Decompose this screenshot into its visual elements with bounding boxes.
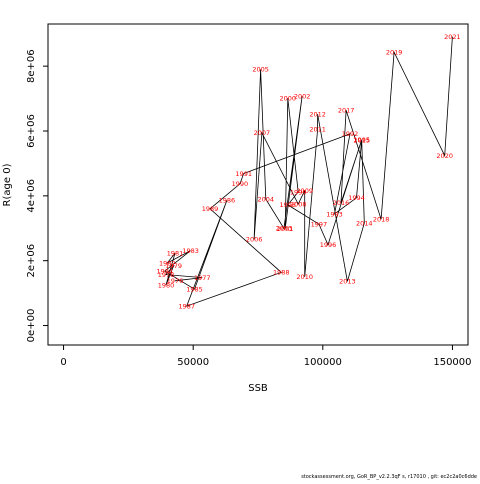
point-label-2019: 2019 xyxy=(386,49,403,57)
point-label-1999: 1999 xyxy=(290,188,307,196)
point-label-2001: 2001 xyxy=(277,225,294,233)
point-label-2018: 2018 xyxy=(373,216,390,224)
series-layer xyxy=(164,36,453,307)
point-label-2002: 2002 xyxy=(294,93,311,101)
point-label-2009: 2009 xyxy=(296,187,313,195)
point-label-1989: 1989 xyxy=(202,205,219,213)
y-tick-label: 8e+06 xyxy=(26,49,37,83)
x-tick-label: 150000 xyxy=(433,357,471,368)
point-label-2015: 2015 xyxy=(353,136,370,144)
sr-trajectory-line xyxy=(164,36,453,307)
point-label-1986: 1986 xyxy=(219,197,236,205)
x-axis-title: SSB xyxy=(248,383,268,394)
point-label-1994: 1994 xyxy=(348,194,365,202)
footer-credit: stockassessment.org, GoR_BP_v2.2.3qF s, … xyxy=(301,474,477,480)
point-label-1981: 1981 xyxy=(167,250,184,258)
point-label-2021: 2021 xyxy=(444,33,461,41)
point-label-2007: 2007 xyxy=(254,129,271,137)
point-label-2003: 2003 xyxy=(276,225,293,233)
point-label-1993: 1993 xyxy=(326,210,343,218)
point-label-2014: 2014 xyxy=(356,219,373,227)
point-label-2000: 2000 xyxy=(280,95,297,103)
point-label-1980: 1980 xyxy=(158,281,175,289)
x-tick-label: 100000 xyxy=(304,357,342,368)
point-label-1977: 1977 xyxy=(194,274,211,282)
point-label-2012: 2012 xyxy=(309,110,326,118)
point-label-2011: 2011 xyxy=(309,126,326,134)
point-label-1991: 1991 xyxy=(235,170,252,178)
plot-frame xyxy=(47,23,469,346)
point-label-1992: 1992 xyxy=(342,130,359,138)
point-label-1995: 1995 xyxy=(353,136,370,144)
point-label-1979: 1979 xyxy=(165,262,182,270)
x-axis: 0 50000 100000 150000 xyxy=(60,345,472,368)
y-tick-label: 0e+00 xyxy=(26,309,37,343)
point-label-2013: 2013 xyxy=(339,278,356,286)
point-label-1983: 1983 xyxy=(182,247,199,255)
point-label-1987: 1987 xyxy=(178,302,195,310)
point-label-1982: 1982 xyxy=(159,259,176,267)
y-axis: 0e+00 2e+06 4e+06 6e+06 8e+06 xyxy=(26,49,48,342)
point-label-2006: 2006 xyxy=(246,236,263,244)
point-label-1984: 1984 xyxy=(156,267,173,275)
point-label-2016: 2016 xyxy=(333,199,350,207)
point-label-2017: 2017 xyxy=(338,107,355,115)
point-label-2020: 2020 xyxy=(436,152,453,160)
point-label-1985: 1985 xyxy=(186,286,203,294)
point-label-2004: 2004 xyxy=(258,195,275,203)
point-label-2005: 2005 xyxy=(252,66,269,74)
y-tick-label: 4e+06 xyxy=(26,179,37,213)
point-label-1996: 1996 xyxy=(320,241,337,249)
x-tick-label: 50000 xyxy=(177,357,209,368)
point-label-1976: 1976 xyxy=(167,277,184,285)
y-axis-title: R(age 0) xyxy=(2,163,13,206)
point-label-1997: 1997 xyxy=(311,220,328,228)
point-label-1978: 1978 xyxy=(158,271,175,279)
y-tick-label: 6e+06 xyxy=(26,114,37,148)
point-label-2008: 2008 xyxy=(290,200,307,208)
point-label-2010: 2010 xyxy=(296,273,313,281)
y-tick-label: 2e+06 xyxy=(26,244,37,278)
point-label-1990: 1990 xyxy=(232,180,249,188)
x-tick-label: 0 xyxy=(60,357,66,368)
point-label-1988: 1988 xyxy=(273,269,290,277)
point-label-1998: 1998 xyxy=(280,201,297,209)
